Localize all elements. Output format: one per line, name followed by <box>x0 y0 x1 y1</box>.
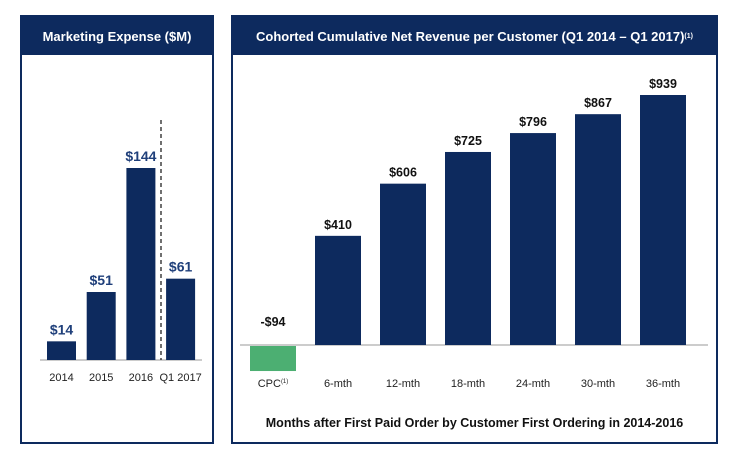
x-tick-label: 2015 <box>89 372 113 384</box>
data-label: $939 <box>649 77 677 91</box>
net-revenue-title-text: Cohorted Cumulative Net Revenue per Cust… <box>256 28 685 44</box>
x-tick-label: 36-mth <box>646 378 680 390</box>
marketing-expense-title: Marketing Expense ($M) <box>22 17 212 55</box>
net-revenue-title: Cohorted Cumulative Net Revenue per Cust… <box>233 17 716 55</box>
net-revenue-panel: Cohorted Cumulative Net Revenue per Cust… <box>231 15 718 444</box>
bar-2016 <box>126 168 156 360</box>
data-label: $796 <box>519 115 547 129</box>
x-tick-label: 2016 <box>129 372 153 384</box>
bar-CPC <box>250 346 296 372</box>
bar-6-mth <box>315 235 361 345</box>
x-tick-label: Q1 2017 <box>159 372 201 384</box>
data-label: $725 <box>454 134 482 148</box>
x-tick-label: 18-mth <box>451 378 485 390</box>
data-label: $14 <box>50 321 74 337</box>
bar-30-mth <box>575 114 621 345</box>
x-tick-label: 24-mth <box>516 378 550 390</box>
title-footnote: (1) <box>684 32 693 40</box>
x-tick-label: 6-mth <box>324 378 352 390</box>
data-label: $410 <box>324 218 352 232</box>
data-label: -$94 <box>260 315 285 329</box>
bar-36-mth <box>640 95 686 345</box>
data-label: $144 <box>125 148 156 164</box>
bar-24-mth <box>510 133 556 345</box>
x-tick-label: 2014 <box>49 372 73 384</box>
data-label: $867 <box>584 96 612 110</box>
data-label: $606 <box>389 166 417 180</box>
x-tick-label: 12-mth <box>386 378 420 390</box>
x-tick-label: CPC(1) <box>258 378 289 390</box>
bar-Q1 2017 <box>166 278 196 360</box>
x-axis-title: Months after First Paid Order by Custome… <box>265 416 684 430</box>
bar-2015 <box>86 292 116 360</box>
data-label: $51 <box>90 272 114 288</box>
marketing-expense-panel: Marketing Expense ($M) <box>20 15 214 444</box>
x-tick-label: 30-mth <box>581 378 615 390</box>
bar-18-mth <box>445 151 491 345</box>
bar-12-mth <box>380 183 426 345</box>
data-label: $61 <box>169 259 193 275</box>
bar-2014 <box>47 341 76 360</box>
